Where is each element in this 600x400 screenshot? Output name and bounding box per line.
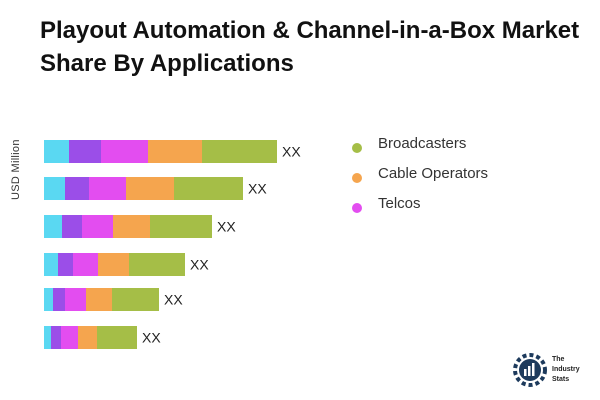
bar-value-label: XX bbox=[217, 219, 236, 235]
bar-value-label: XX bbox=[282, 144, 301, 160]
bar-value-label: XX bbox=[248, 181, 267, 197]
bar-segment bbox=[44, 140, 69, 163]
legend-item-broadcasters: Broadcasters bbox=[352, 128, 488, 158]
bar-segment bbox=[69, 140, 101, 163]
bar-segment bbox=[101, 140, 148, 163]
legend-item-cable-operators: Cable Operators bbox=[352, 158, 488, 188]
bar-segment bbox=[174, 177, 243, 200]
legend-swatch-broadcasters bbox=[352, 143, 362, 153]
bar-segment bbox=[148, 140, 202, 163]
bar-segment bbox=[65, 177, 89, 200]
brand-logo: The Industry Stats bbox=[512, 352, 580, 388]
bar-value-label: XX bbox=[190, 257, 209, 273]
bar-segment bbox=[112, 288, 159, 311]
bar-segment bbox=[73, 253, 98, 276]
bar-value-label: XX bbox=[142, 330, 161, 346]
bar-segment bbox=[62, 215, 82, 238]
legend-swatch-cable-operators bbox=[352, 173, 362, 183]
bar-value-label: XX bbox=[164, 292, 183, 308]
gear-icon bbox=[513, 353, 547, 387]
bar-segment bbox=[44, 215, 62, 238]
brand-name: The Industry Stats bbox=[552, 355, 580, 385]
bar-segment bbox=[44, 288, 53, 311]
legend-label-broadcasters: Broadcasters bbox=[378, 134, 467, 152]
bar-segment bbox=[89, 177, 126, 200]
bar-segment bbox=[129, 253, 185, 276]
legend-swatch-telcos bbox=[352, 203, 362, 213]
bar-segment bbox=[65, 288, 86, 311]
bar-segment bbox=[44, 326, 51, 349]
bar-segment bbox=[51, 326, 61, 349]
bar-segment bbox=[58, 253, 73, 276]
brand-line-2: Industry bbox=[552, 366, 580, 373]
legend-item-telcos: Telcos bbox=[352, 188, 488, 218]
chart-title: Playout Automation & Channel-in-a-Box Ma… bbox=[40, 17, 580, 77]
bar-segment bbox=[202, 140, 277, 163]
legend: Broadcasters Cable Operators Telcos bbox=[352, 128, 488, 218]
bar-segment bbox=[98, 253, 129, 276]
bar-segment bbox=[86, 288, 112, 311]
bar-segment bbox=[53, 288, 65, 311]
bar-segment bbox=[97, 326, 137, 349]
bar-segment bbox=[113, 215, 150, 238]
bar-segment bbox=[82, 215, 113, 238]
bar-segment bbox=[61, 326, 78, 349]
bar-segment bbox=[126, 177, 174, 200]
bar-segment bbox=[150, 215, 212, 238]
legend-label-telcos: Telcos bbox=[378, 194, 421, 212]
brand-line-1: The bbox=[552, 356, 565, 363]
bar-segment bbox=[44, 253, 58, 276]
legend-label-cable-operators: Cable Operators bbox=[378, 164, 489, 182]
bar-segment bbox=[44, 177, 65, 200]
bar-segment bbox=[78, 326, 97, 349]
brand-line-3: Stats bbox=[552, 376, 570, 383]
